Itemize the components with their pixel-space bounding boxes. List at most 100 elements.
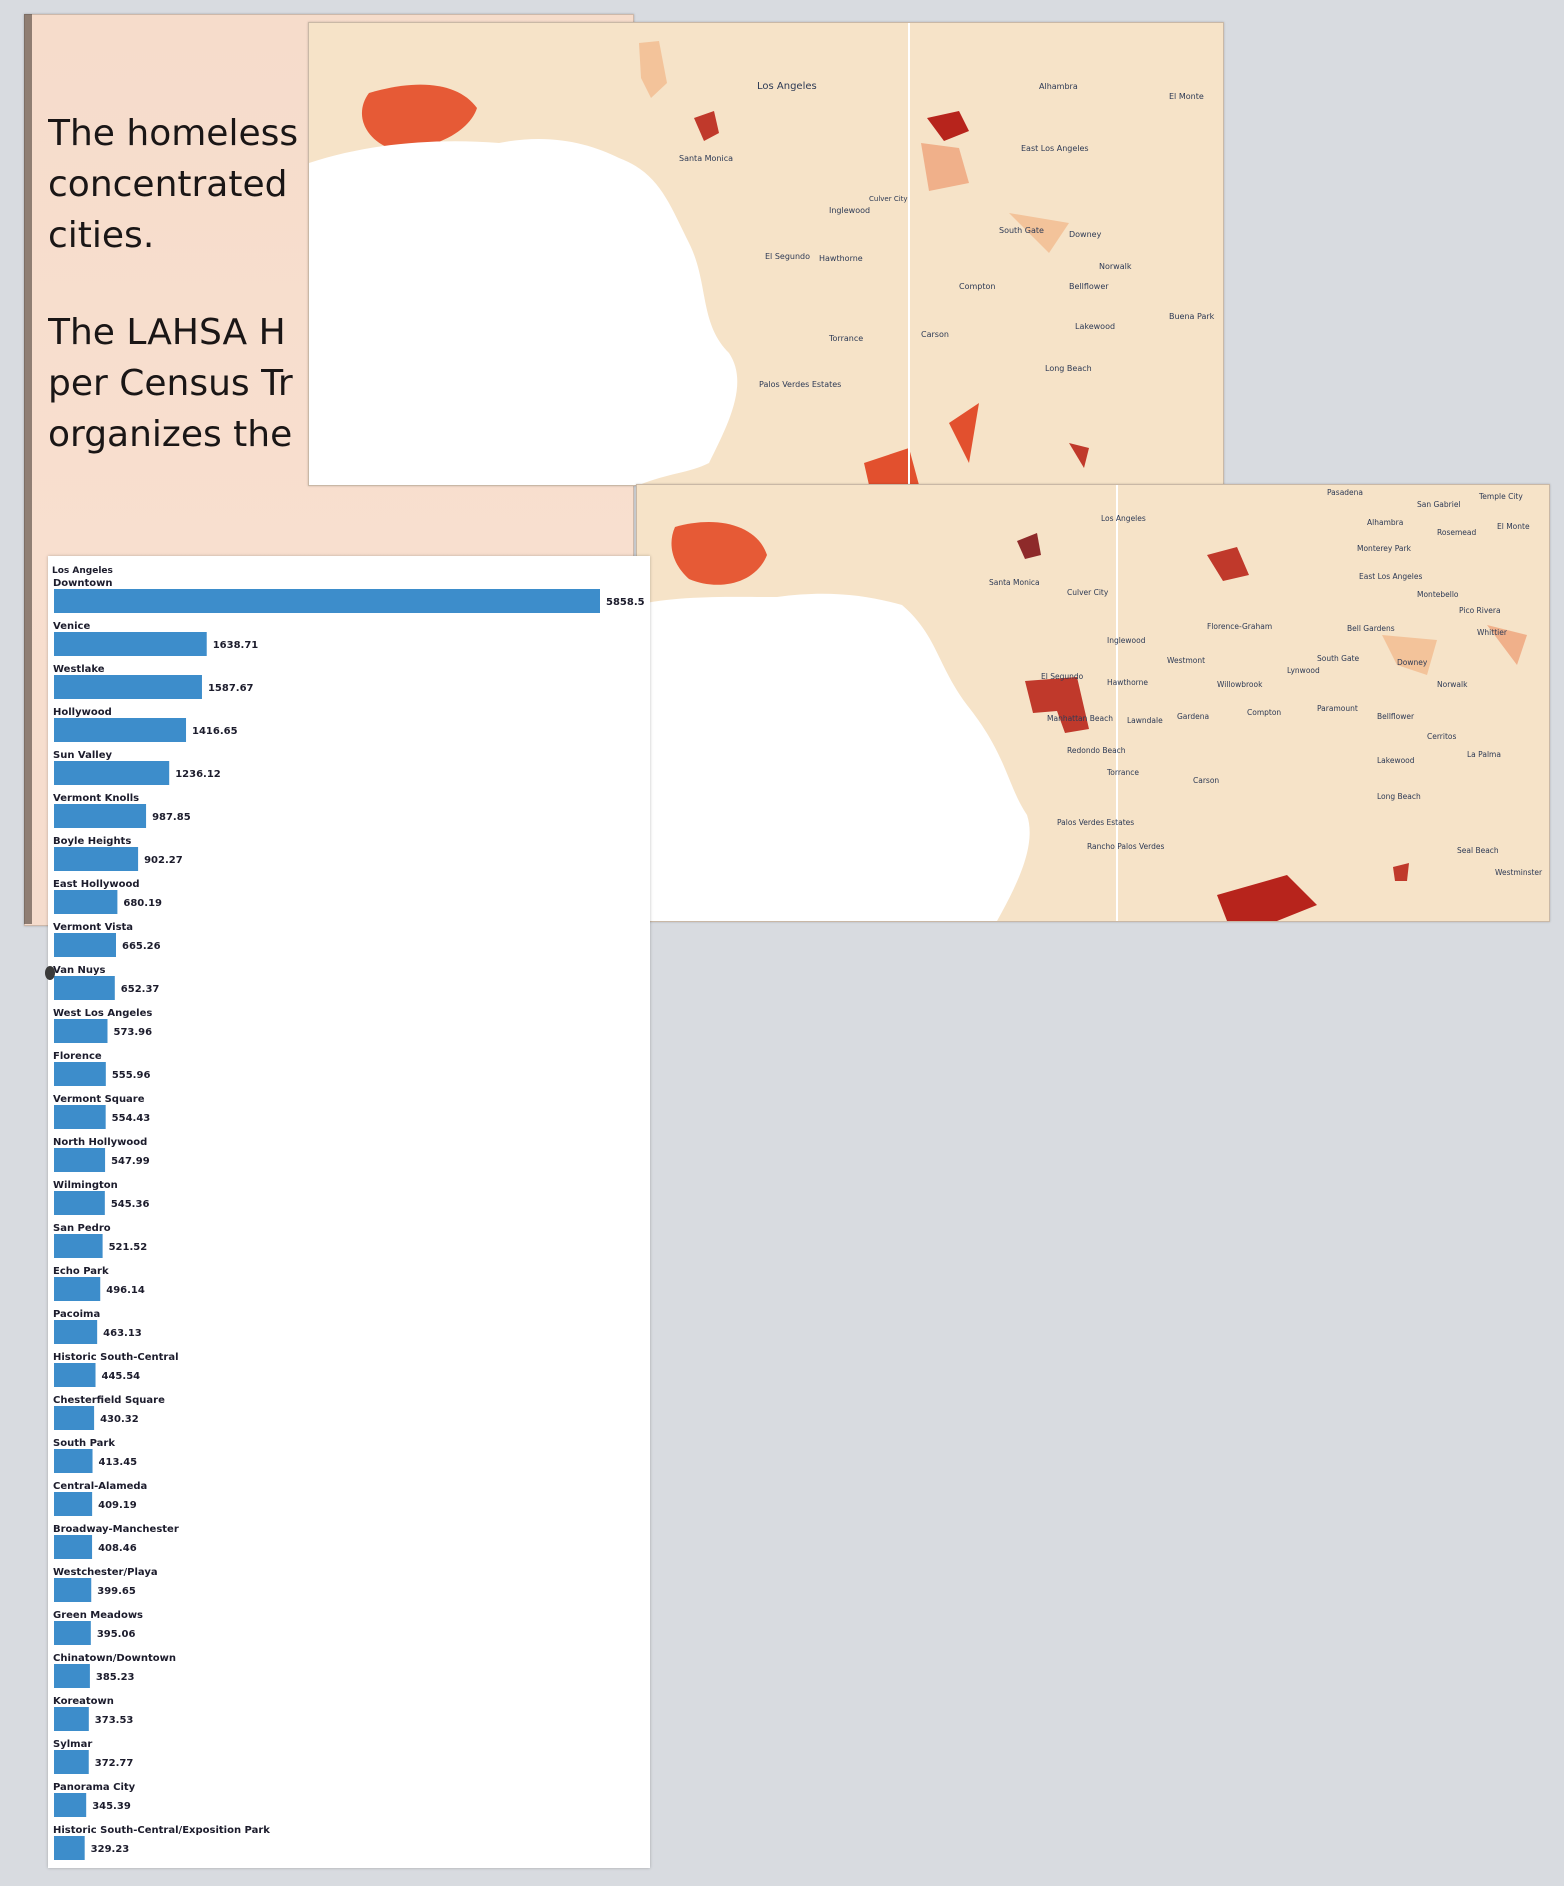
map-bottom-label: Florence-Graham [1207,622,1272,631]
bar-category-label: Green Meadows [53,1610,143,1621]
bar [54,1019,108,1043]
map-bottom-label: Hawthorne [1107,678,1148,687]
map-bottom-label: Whittier [1477,628,1508,637]
bar-value-label: 555.96 [112,1070,151,1081]
map-bottom-label: Bellflower [1377,712,1415,721]
map-top-label: Los Angeles [757,81,817,92]
bar-value-label: 987.85 [152,812,191,823]
map-top-ocean [309,138,738,485]
bar-chart-sheet: Los Angeles Downtown 5858.5 Venice 1638.71 We… [48,556,650,1868]
map-bottom-label: Redondo Beach [1067,746,1126,755]
bar [54,804,147,828]
bar [54,933,117,957]
map-bottom-label: Rosemead [1437,528,1477,537]
map-bottom-label: Westmont [1167,656,1205,665]
map-bottom-label: Long Beach [1377,792,1421,801]
bar [54,976,115,1000]
map-bottom-label: Lynwood [1287,666,1320,675]
map-top-label: Norwalk [1099,262,1132,271]
bar-value-label: 1236.12 [175,769,221,780]
bar [54,1793,87,1817]
bar-category-label: Boyle Heights [53,836,131,847]
map-top-label: Carson [921,330,949,339]
bar [54,1406,95,1430]
bar-value-label: 547.99 [111,1156,150,1167]
map-bottom-label: Temple City [1478,492,1523,501]
bar [54,675,202,699]
map-top: Los Angeles Alhambra El Monte Santa Monica E… [308,22,1224,486]
map-bottom-label: Los Angeles [1101,514,1146,523]
map-bottom-label: Palos Verdes Estates [1057,818,1134,827]
map-bottom-label: Westminster [1495,868,1543,877]
map-top-label: East Los Angeles [1021,144,1089,153]
map-bottom-label: Norwalk [1437,680,1468,689]
map-bottom-label: Willowbrook [1217,680,1263,689]
map-top-label: Lakewood [1075,322,1115,331]
bar [54,1277,101,1301]
bar-value-label: 1638.71 [213,640,259,651]
bar-value-label: 665.26 [122,941,161,952]
bar-category-label: Vermont Vista [53,922,133,933]
bar-value-label: 652.37 [121,984,160,995]
map-top-hotspot-west [361,84,477,149]
map-bottom: Pasadena San Gabriel Temple City Los Angele… [636,484,1550,922]
map-bottom-tract-d [1487,625,1527,665]
map-bottom-svg: Pasadena San Gabriel Temple City Los Angele… [637,485,1549,921]
bar-category-label: San Pedro [53,1223,111,1234]
map-bottom-label: Alhambra [1367,518,1403,527]
bar [54,718,187,742]
bar-value-label: 409.19 [98,1500,137,1511]
map-bottom-label: Seal Beach [1457,846,1499,855]
bar-category-label: Florence [53,1051,102,1062]
bar [54,1707,89,1731]
bar-category-label: Vermont Knolls [53,793,139,804]
bar [54,890,118,914]
map-top-label: Culver City [869,195,908,203]
map-top-tract-b [694,111,719,141]
map-bottom-label: Carson [1193,776,1219,785]
bar-category-label: Downtown [53,578,113,589]
bar [54,1621,91,1645]
bar-category-label: West Los Angeles [53,1008,152,1019]
bar-category-label: North Hollywood [53,1137,147,1148]
map-top-tract-g [864,448,919,485]
bar-category-label: Westlake [53,664,105,675]
bar-category-label: Sylmar [53,1739,92,1750]
map-top-label: South Gate [999,226,1044,235]
bar [54,632,207,656]
map-bottom-label: La Palma [1467,750,1501,759]
map-top-tract-d [921,143,969,191]
bar-category-label: Central-Alameda [53,1481,147,1492]
bar-category-label: Venice [53,621,90,632]
bar [54,1535,93,1559]
bar-value-label: 1587.67 [208,683,254,694]
bar-category-label: Panorama City [53,1782,136,1793]
bar-category-label: Pacoima [53,1309,100,1320]
bar-chart: Los Angeles Downtown 5858.5 Venice 1638.71 We… [52,566,645,1860]
map-bottom-label: Montebello [1417,590,1459,599]
bar-value-label: 408.46 [98,1543,137,1554]
bar [54,1578,92,1602]
bar-value-label: 430.32 [100,1414,139,1425]
map-bottom-label: Gardena [1177,712,1209,721]
chart-group-label: Los Angeles [52,566,113,576]
bar-category-label: Hollywood [53,707,112,718]
map-top-label: Compton [959,282,995,291]
map-top-label: Bellflower [1069,282,1109,291]
map-bottom-label: El Monte [1497,522,1530,531]
bar-category-label: Historic South-Central/Exposition Park [53,1825,270,1836]
bar [54,1105,106,1129]
bar [54,1062,106,1086]
map-top-label: El Monte [1169,92,1204,101]
bar-value-label: 496.14 [106,1285,145,1296]
bar-category-label: South Park [53,1438,115,1449]
bar-value-label: 680.19 [123,898,162,909]
bar-category-label: Historic South-Central [53,1352,179,1363]
bar [54,1492,93,1516]
map-bottom-label: South Gate [1317,654,1360,663]
map-top-svg: Los Angeles Alhambra El Monte Santa Monica E… [309,23,1223,485]
bar-value-label: 345.39 [92,1801,131,1812]
map-bottom-label: San Gabriel [1417,500,1461,509]
map-bottom-labels: Pasadena San Gabriel Temple City Los Angele… [989,488,1543,877]
bar [54,1449,93,1473]
